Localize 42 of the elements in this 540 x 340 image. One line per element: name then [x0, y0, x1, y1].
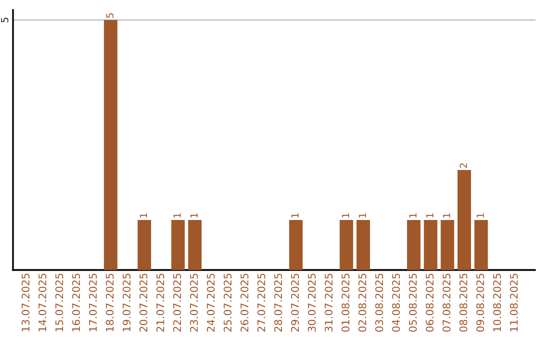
x-tick-label: 22.07.2025: [173, 274, 182, 332]
x-tick-label: 21.07.2025: [156, 274, 164, 332]
x-tick-label: 02.08.2025: [358, 274, 366, 332]
data-label: 2: [460, 163, 467, 168]
x-tick-label: 10.08.2025: [493, 274, 501, 332]
x-tick-label: 14.07.2025: [38, 274, 46, 332]
x-tick-label: 09.08.2025: [476, 274, 484, 332]
x-tick-label: 06.08.2025: [426, 274, 434, 332]
data-label: 1: [342, 213, 350, 218]
x-tick-label: 24.07.2025: [206, 274, 215, 332]
x-tick-label: 31.07.2025: [324, 274, 333, 332]
x-tick-label: 11.08.2025: [510, 274, 518, 332]
x-tick-label: 17.07.2025: [88, 274, 97, 332]
x-tick-label: 19.07.2025: [122, 274, 131, 332]
x-tick-label: 05.08.2025: [408, 274, 417, 332]
data-label: 1: [174, 213, 181, 218]
data-label: 1: [140, 213, 148, 218]
data-label: 1: [426, 213, 434, 218]
x-tick-label: 26.07.2025: [240, 274, 248, 332]
x-tick-label: 18.07.2025: [106, 274, 114, 332]
data-label: 1: [358, 213, 366, 218]
x-tick-label: 30.07.2025: [308, 274, 316, 332]
x-tick-label: 25.07.2025: [224, 274, 232, 332]
x-tick-label: 13.07.2025: [22, 274, 30, 332]
x-tick-label: 15.07.2025: [55, 274, 64, 332]
data-label: 1: [291, 213, 299, 218]
x-tick-label: 29.07.2025: [291, 274, 299, 332]
x-tick-label: 03.08.2025: [375, 274, 384, 332]
x-tick-label: 20.07.2025: [139, 274, 148, 332]
x-tick-label: 23.07.2025: [190, 274, 198, 332]
data-label: 1: [476, 213, 484, 218]
x-tick-label: 16.07.2025: [72, 274, 80, 332]
data-label: 1: [443, 213, 450, 218]
x-tick-label: 28.07.2025: [274, 274, 282, 332]
data-label: 5: [106, 13, 114, 18]
x-tick-label: 27.07.2025: [257, 274, 266, 332]
x-tick-label: 04.08.2025: [392, 274, 400, 332]
x-tick-label: 01.08.2025: [342, 274, 350, 332]
data-label: 1: [409, 213, 416, 218]
data-label: 1: [190, 213, 198, 218]
x-tick-label: 08.08.2025: [459, 274, 468, 332]
x-tick-label: 07.08.2025: [442, 274, 450, 332]
